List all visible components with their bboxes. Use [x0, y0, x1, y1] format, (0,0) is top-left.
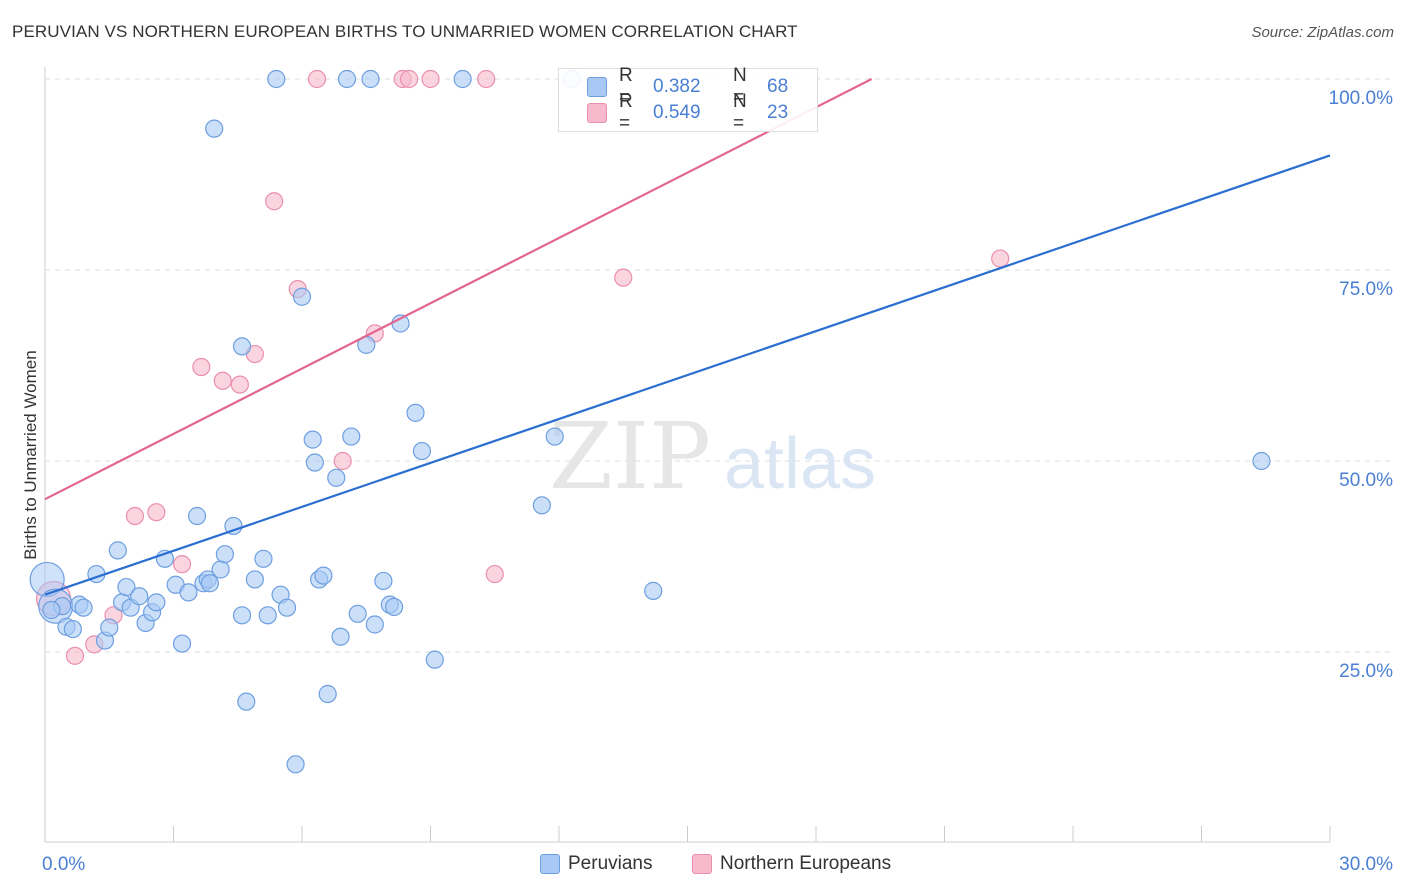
- peruvian-point: [172, 634, 192, 653]
- legend-swatch-northern-europeans: [587, 103, 607, 123]
- peruvian-point: [286, 755, 305, 774]
- legend-r-label: R =: [619, 91, 633, 134]
- trend-lines: [44, 78, 1331, 596]
- x-tick-label: 0.0%: [42, 854, 85, 875]
- legend-r-label: R =: [619, 65, 633, 108]
- peruvian-point: [384, 597, 404, 617]
- northern-european-point: [614, 268, 633, 287]
- northern-european-point: [485, 564, 504, 584]
- watermark: ZIP atlas: [549, 403, 876, 510]
- northern-european-point: [213, 371, 232, 390]
- northern-european-point: [65, 646, 85, 665]
- peruvian-point: [453, 69, 472, 89]
- peruvian-point: [277, 598, 297, 617]
- peruvian-point: [187, 506, 207, 526]
- chart-title: PERUVIAN VS NORTHERN EUROPEAN BIRTHS TO …: [12, 22, 798, 41]
- legend-n-value: 68: [767, 76, 789, 97]
- peruvian-point: [331, 627, 350, 646]
- northern-european-point: [125, 506, 145, 526]
- legend-swatch-peruvians: [587, 77, 607, 97]
- peruvian-point: [412, 441, 432, 461]
- peruvian-point: [318, 684, 337, 704]
- peruvian-point: [292, 287, 312, 306]
- bottom-legend-label-peruvians: Peruvians: [568, 853, 653, 874]
- northern-european-point: [399, 69, 419, 89]
- bottom-legend-swatch-peruvians: [540, 854, 560, 874]
- peruvian-point: [254, 549, 273, 568]
- peruvian-point: [337, 69, 357, 89]
- peruvian-point: [211, 560, 230, 579]
- y-axis-label: Births to Unmarried Women: [21, 350, 40, 560]
- peruvian-point: [361, 69, 380, 89]
- peruvian-point: [545, 427, 564, 446]
- northern-european-point: [192, 357, 211, 377]
- source-label: Source: ZipAtlas.com: [1251, 24, 1394, 41]
- peruvian-point: [365, 615, 384, 634]
- bottom-legend-northern-europeans: Northern Europeans: [692, 852, 891, 876]
- peruvian-point: [374, 571, 393, 591]
- x-tick-label: 30.0%: [1339, 854, 1393, 875]
- peruvian-point: [100, 618, 119, 637]
- peruvian-point: [179, 583, 198, 602]
- northern-european-point: [477, 69, 496, 89]
- peruvian-point: [224, 516, 243, 536]
- y-tick-label: 25.0%: [1339, 661, 1393, 682]
- peruvian-point: [63, 619, 82, 639]
- peruvian-point: [1252, 451, 1271, 471]
- bottom-legend-label-northern-europeans: Northern Europeans: [720, 853, 892, 874]
- northern-european-point: [230, 375, 249, 394]
- peruvian-point: [232, 337, 252, 356]
- peruvian-point: [348, 604, 367, 623]
- peruvian-point: [425, 650, 444, 669]
- peruvian-point: [232, 606, 252, 625]
- peruvian-point: [314, 566, 333, 585]
- peruvian-point: [42, 600, 61, 620]
- y-tick-label: 100.0%: [1329, 88, 1394, 109]
- watermark-atlas: atlas: [724, 424, 876, 504]
- legend-n-label: N =: [733, 65, 747, 108]
- northern-european-point: [265, 192, 284, 211]
- peruvian-point: [245, 570, 264, 589]
- peruvian-point: [215, 545, 234, 564]
- northern-european-point: [333, 451, 352, 471]
- bottom-legend-peruvians: Peruvians: [540, 852, 653, 876]
- peruvian-point: [327, 468, 346, 487]
- northern-european-point: [307, 69, 327, 89]
- legend-n-value: 23: [767, 102, 789, 123]
- northern-european-point: [991, 249, 1010, 268]
- peruvian-point: [258, 606, 277, 625]
- peruvian-trend-line: [44, 154, 1331, 596]
- peruvian-point: [237, 692, 256, 711]
- peruvian-point: [108, 541, 127, 560]
- legend-r-value: 0.549: [653, 102, 701, 123]
- peruvian-point: [305, 453, 324, 472]
- legend-n-label: N =: [733, 91, 747, 134]
- peruvian-point: [267, 69, 286, 89]
- watermark-zip: ZIP: [549, 403, 711, 510]
- axes: [44, 67, 1331, 843]
- peruvian-point: [74, 598, 93, 617]
- northern-european-trend-line: [44, 78, 873, 501]
- y-tick-label: 75.0%: [1339, 279, 1393, 300]
- northern-european-point: [147, 503, 166, 522]
- legend: R = 0.382 N = 68 R = 0.549 N = 23: [558, 65, 818, 134]
- peruvian-point: [532, 496, 551, 515]
- y-tick-label: 50.0%: [1339, 470, 1393, 491]
- peruvian-point: [406, 403, 425, 422]
- peruvian-point: [200, 574, 220, 593]
- tick-labels: 100.0% 75.0% 50.0% 25.0% 0.0% 30.0%: [42, 88, 1393, 875]
- northern-european-point: [172, 555, 192, 574]
- legend-r-value: 0.382: [653, 76, 701, 97]
- peruvian-point: [644, 581, 663, 600]
- peruvian-point: [117, 577, 136, 597]
- peruvian-point: [147, 593, 166, 612]
- peruvian-point: [130, 587, 149, 606]
- peruvian-point: [303, 430, 322, 449]
- data-points: [29, 69, 1271, 774]
- peruvian-point: [205, 119, 224, 138]
- bottom-legend-swatch-northern-europeans: [692, 854, 712, 874]
- peruvian-point: [342, 427, 361, 446]
- northern-european-point: [421, 69, 440, 89]
